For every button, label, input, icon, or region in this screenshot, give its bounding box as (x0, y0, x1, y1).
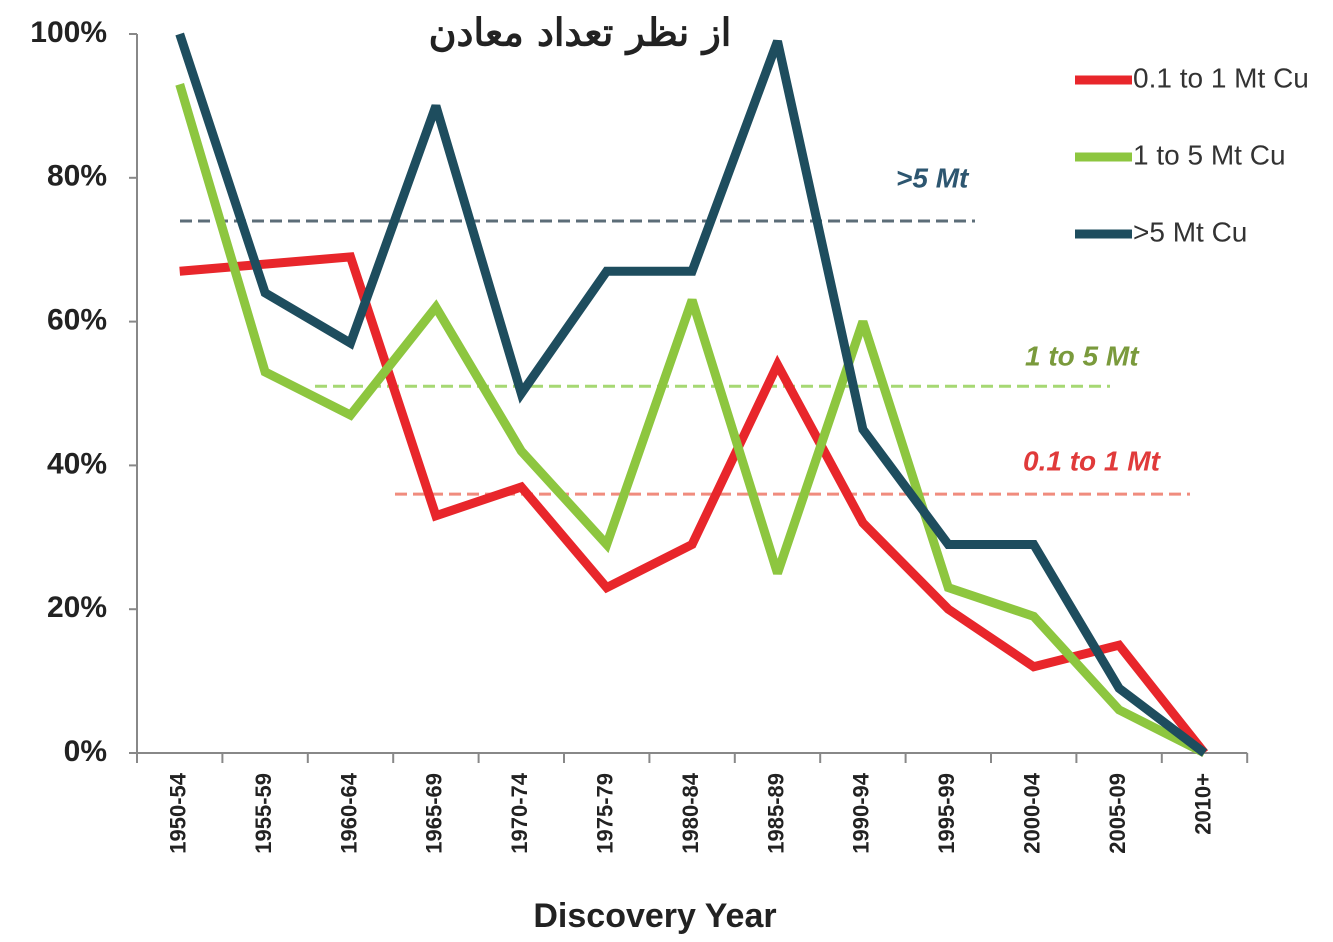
annotation: 0.1 to 1 Mt (1023, 445, 1162, 476)
y-tick-label: 20% (47, 591, 107, 624)
x-axis-label: Discovery Year (533, 897, 776, 935)
x-tick-label: 1970-74 (507, 772, 532, 854)
x-tick-label: 2010+ (1190, 773, 1215, 835)
x-tick-label: 1965-69 (422, 773, 447, 854)
series-line (175, 83, 1207, 758)
y-tick-label: 0% (64, 735, 107, 768)
annotation: >5 Mt (896, 162, 970, 193)
x-tick-label: 1990-94 (849, 772, 874, 854)
legend-label: 0.1 to 1 Mt Cu (1133, 62, 1309, 93)
y-tick-label: 80% (47, 160, 107, 193)
x-tick-label: 1980-84 (678, 772, 703, 854)
x-tick-label: 1960-64 (336, 772, 361, 854)
x-tick-label: 2005-09 (1105, 773, 1130, 854)
series-line (175, 32, 1208, 757)
series-line (179, 252, 1209, 756)
x-tick-label: 1995-99 (934, 773, 959, 854)
y-tick-label: 100% (30, 16, 107, 49)
annotation: 1 to 5 Mt (1025, 340, 1140, 371)
y-tick-label: 40% (47, 447, 107, 480)
x-tick-label: 1985-89 (763, 773, 788, 854)
x-tick-label: 1975-79 (593, 773, 618, 854)
legend-label: >5 Mt Cu (1133, 216, 1247, 247)
x-tick-label: 2000-04 (1020, 772, 1045, 854)
x-tick-label: 1955-59 (251, 773, 276, 854)
chart-title: از نظر تعداد معادن (429, 10, 732, 56)
y-tick-label: 60% (47, 304, 107, 337)
x-tick-label: 1950-54 (166, 772, 191, 854)
legend-label: 1 to 5 Mt Cu (1133, 139, 1286, 170)
